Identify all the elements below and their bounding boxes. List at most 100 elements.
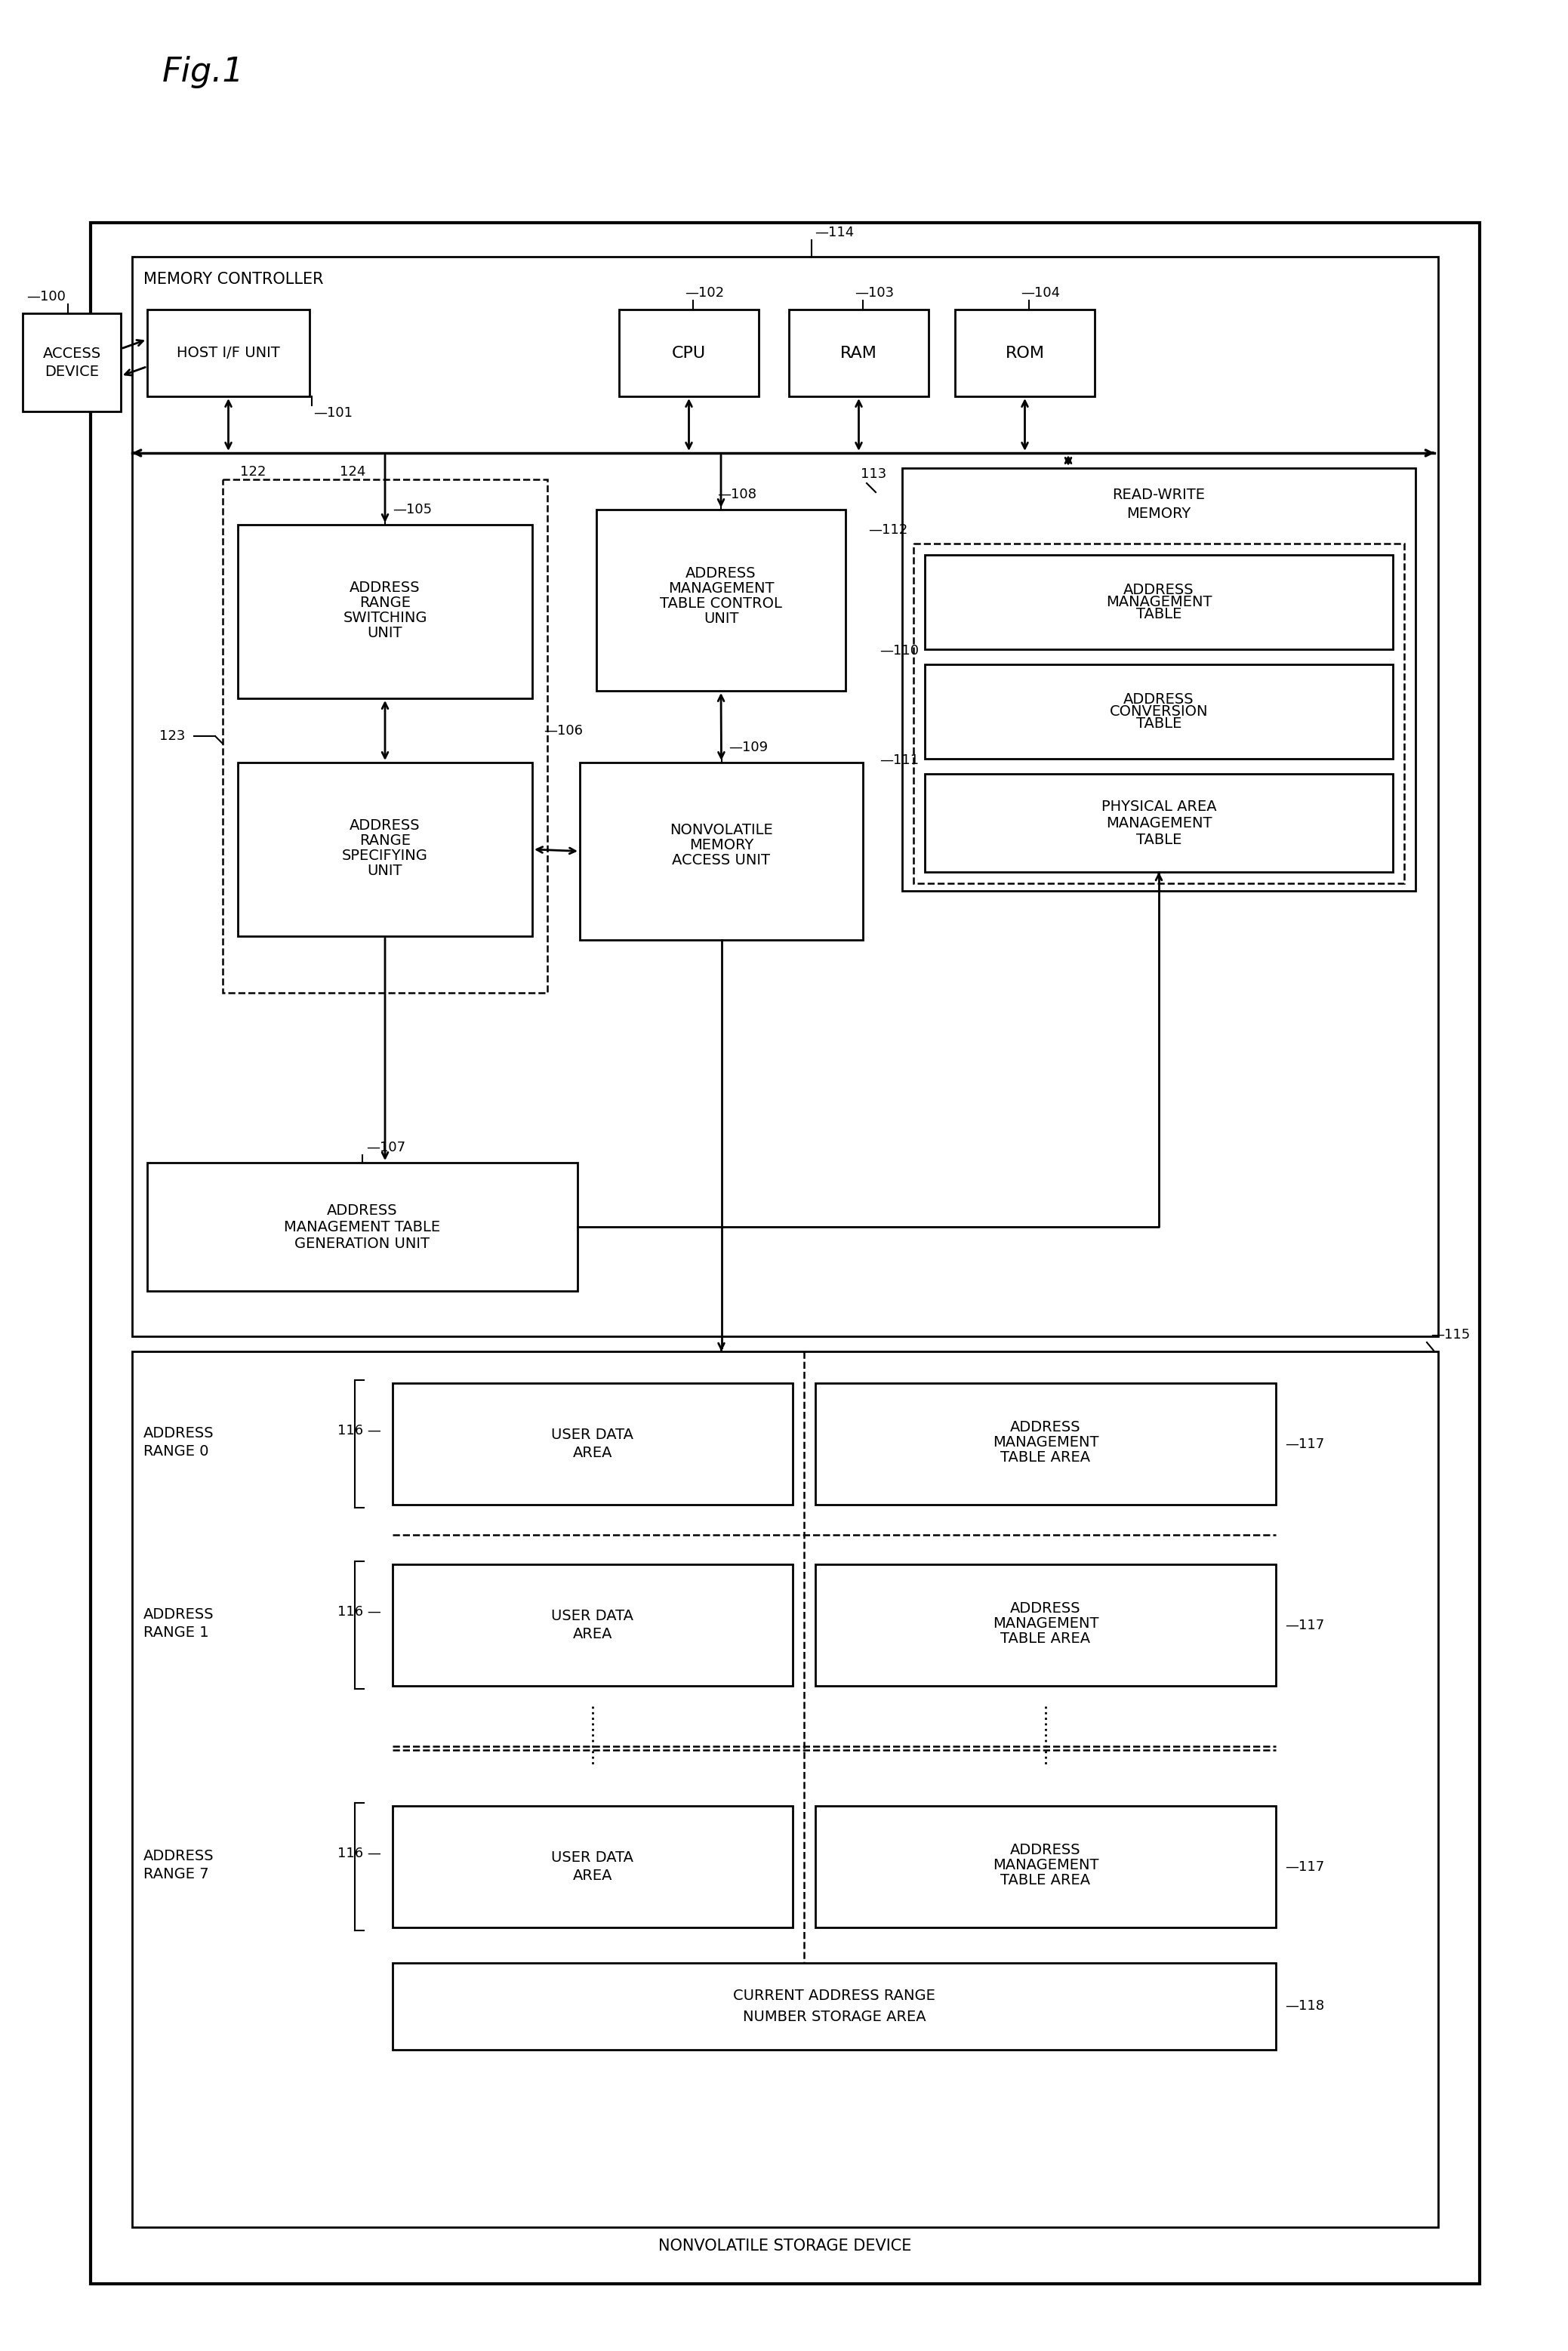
Text: —111: —111 <box>880 752 919 766</box>
Text: 123: 123 <box>158 729 185 743</box>
Bar <box>22 313 121 411</box>
Text: ADDRESS: ADDRESS <box>350 818 420 832</box>
Text: —106: —106 <box>544 724 583 738</box>
Bar <box>223 480 547 992</box>
Text: —115: —115 <box>1430 1328 1471 1342</box>
Text: TABLE: TABLE <box>1137 607 1182 621</box>
Text: TABLE AREA: TABLE AREA <box>1000 1874 1091 1888</box>
Bar <box>392 1563 793 1686</box>
Text: MANAGEMENT: MANAGEMENT <box>993 1434 1099 1451</box>
Bar <box>815 1806 1276 1928</box>
Text: 113: 113 <box>861 468 886 482</box>
Text: SWITCHING: SWITCHING <box>343 611 426 625</box>
Text: TABLE AREA: TABLE AREA <box>1000 1451 1091 1465</box>
Text: TABLE AREA: TABLE AREA <box>1000 1632 1091 1646</box>
Bar <box>619 310 759 397</box>
Text: ADDRESS: ADDRESS <box>685 567 756 581</box>
Text: MEMORY: MEMORY <box>690 837 754 853</box>
Text: —102: —102 <box>685 287 724 299</box>
Text: —103: —103 <box>855 287 894 299</box>
Bar <box>392 1963 1276 2050</box>
Text: —101: —101 <box>314 407 353 421</box>
Text: USER DATA: USER DATA <box>552 1427 633 1441</box>
Text: TABLE: TABLE <box>1137 832 1182 846</box>
Text: —100: —100 <box>27 289 66 303</box>
Text: AREA: AREA <box>572 1627 613 1641</box>
Bar <box>238 762 532 936</box>
Text: AREA: AREA <box>572 1446 613 1460</box>
Bar <box>815 1382 1276 1505</box>
Text: AREA: AREA <box>572 1869 613 1883</box>
Text: GENERATION UNIT: GENERATION UNIT <box>295 1237 430 1251</box>
Bar <box>392 1806 793 1928</box>
Bar <box>147 310 309 397</box>
Text: —110: —110 <box>880 644 919 658</box>
Text: SPECIFYING: SPECIFYING <box>342 849 428 863</box>
Text: ADDRESS: ADDRESS <box>328 1204 398 1218</box>
Bar <box>925 773 1392 872</box>
Text: ADDRESS: ADDRESS <box>1124 691 1195 708</box>
Text: ADDRESS: ADDRESS <box>1010 1843 1080 1857</box>
Text: 116 —: 116 — <box>337 1606 381 1617</box>
Text: ADDRESS: ADDRESS <box>143 1608 215 1622</box>
Text: USER DATA: USER DATA <box>552 1608 633 1622</box>
Bar <box>925 555 1392 649</box>
Bar <box>955 310 1094 397</box>
Text: —109: —109 <box>729 741 768 755</box>
Text: DEVICE: DEVICE <box>44 364 99 379</box>
Text: ACCESS UNIT: ACCESS UNIT <box>673 853 770 868</box>
Text: CONVERSION: CONVERSION <box>1110 705 1207 719</box>
Text: MANAGEMENT: MANAGEMENT <box>993 1617 1099 1632</box>
Text: —117: —117 <box>1284 1436 1325 1451</box>
Text: 124: 124 <box>340 465 365 480</box>
Text: —105: —105 <box>392 503 431 517</box>
Text: RANGE 7: RANGE 7 <box>143 1867 209 1881</box>
Text: RANGE: RANGE <box>359 832 411 846</box>
Text: TABLE: TABLE <box>1137 717 1182 731</box>
Bar <box>132 256 1438 1335</box>
Text: NUMBER STORAGE AREA: NUMBER STORAGE AREA <box>743 2010 925 2024</box>
Text: ADDRESS: ADDRESS <box>143 1427 215 1441</box>
Text: READ-WRITE: READ-WRITE <box>1112 487 1206 501</box>
Text: 116 —: 116 — <box>337 1846 381 1860</box>
Text: CPU: CPU <box>671 346 706 360</box>
Text: UNIT: UNIT <box>367 625 403 639</box>
Text: ACCESS: ACCESS <box>42 346 100 360</box>
Text: MEMORY CONTROLLER: MEMORY CONTROLLER <box>143 273 323 287</box>
Text: MANAGEMENT: MANAGEMENT <box>1105 595 1212 609</box>
Text: ADDRESS: ADDRESS <box>1010 1601 1080 1615</box>
Text: PHYSICAL AREA: PHYSICAL AREA <box>1101 799 1217 813</box>
Bar <box>147 1164 577 1291</box>
Text: 116 —: 116 — <box>337 1422 381 1436</box>
Text: USER DATA: USER DATA <box>552 1850 633 1864</box>
Bar <box>902 468 1416 891</box>
Text: UNIT: UNIT <box>704 611 739 625</box>
Text: —117: —117 <box>1284 1617 1325 1632</box>
Text: —114: —114 <box>815 226 855 240</box>
Bar <box>914 543 1405 884</box>
Text: RAM: RAM <box>840 346 877 360</box>
Text: MEMORY: MEMORY <box>1127 505 1192 520</box>
Text: —118: —118 <box>1284 2001 1325 2012</box>
Text: 122: 122 <box>240 465 267 480</box>
Text: MANAGEMENT: MANAGEMENT <box>668 581 775 595</box>
Text: UNIT: UNIT <box>367 863 403 877</box>
Text: ADDRESS: ADDRESS <box>143 1848 215 1864</box>
Bar <box>789 310 928 397</box>
Bar <box>596 510 845 691</box>
Bar <box>91 223 1480 2283</box>
Text: —117: —117 <box>1284 1860 1325 1874</box>
Text: ROM: ROM <box>1005 346 1044 360</box>
Text: ADDRESS: ADDRESS <box>1124 583 1195 597</box>
Bar <box>132 1352 1438 2226</box>
Text: ADDRESS: ADDRESS <box>1010 1420 1080 1434</box>
Text: MANAGEMENT: MANAGEMENT <box>1105 816 1212 830</box>
Bar <box>392 1382 793 1505</box>
Text: MANAGEMENT: MANAGEMENT <box>993 1857 1099 1871</box>
Text: —112: —112 <box>869 524 908 536</box>
Text: TABLE CONTROL: TABLE CONTROL <box>660 597 782 611</box>
Text: —108: —108 <box>717 487 756 501</box>
Bar <box>238 524 532 698</box>
Text: HOST I/F UNIT: HOST I/F UNIT <box>177 346 281 360</box>
Text: —104: —104 <box>1021 287 1060 299</box>
